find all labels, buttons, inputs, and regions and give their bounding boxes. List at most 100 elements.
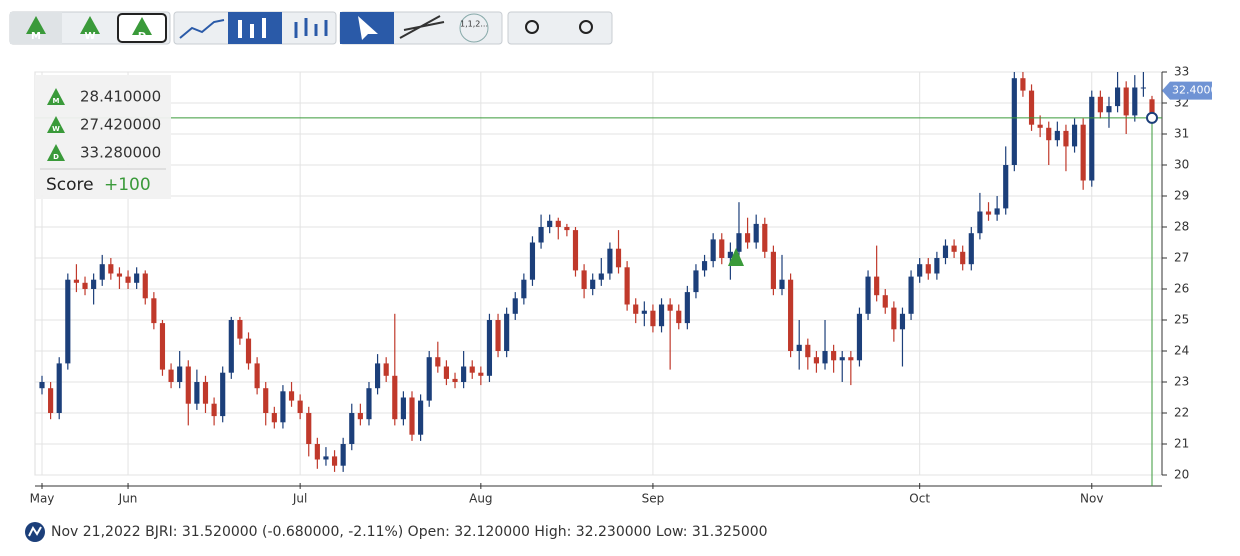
candle-body: [185, 366, 191, 404]
candle-body: [1149, 99, 1155, 118]
candle-body: [1003, 165, 1009, 209]
candle-body: [168, 369, 174, 382]
candle-body: [684, 292, 690, 324]
candle-body: [719, 239, 725, 258]
candle-body: [1106, 106, 1112, 113]
candle-body: [856, 313, 863, 361]
candle-body: [91, 279, 97, 289]
candle-body: [452, 378, 458, 382]
signal-marker: [47, 116, 65, 133]
icon: [238, 18, 266, 38]
x-tick-label: Oct: [909, 492, 930, 506]
candle-body: [572, 230, 579, 271]
y-tick-label: 21: [1174, 437, 1189, 451]
price-tag-label: 32.4000: [1172, 84, 1218, 97]
candle-body: [1071, 124, 1078, 147]
candle-body: [1115, 87, 1121, 107]
candle-body: [461, 366, 467, 382]
candle-body: [340, 444, 346, 466]
candle-body: [151, 298, 157, 324]
candle-body: [65, 279, 71, 364]
btn-bar[interactable]: [228, 12, 282, 44]
x-tick-label: Aug: [469, 492, 492, 506]
candle-body: [211, 403, 217, 417]
candle-body: [443, 366, 449, 379]
candle-body: [977, 211, 983, 234]
btn-trend[interactable]: [399, 15, 445, 39]
candle-body: [624, 267, 630, 305]
btn-zoom-out[interactable]: [579, 20, 593, 34]
signal-icon-label: M: [53, 97, 60, 105]
candle-body: [650, 310, 656, 327]
candle-body: [951, 245, 957, 252]
btn-fib[interactable]: [459, 13, 489, 43]
btn-line[interactable]: [179, 19, 225, 39]
candle-body: [228, 320, 234, 373]
candle-body: [942, 245, 949, 258]
candle-body: [598, 273, 604, 280]
candle-body: [237, 320, 243, 339]
candle-body: [48, 388, 54, 413]
btn-label: M: [31, 31, 41, 42]
x-tick-label: Nov: [1080, 492, 1103, 506]
candle-body: [521, 279, 527, 299]
candle-body: [994, 208, 1000, 215]
x-tick-label: May: [30, 492, 55, 506]
candle-body: [934, 258, 940, 274]
footer-quote: Nov 21,2022 BJRI: 31.520000 (-0.680000, …: [51, 524, 768, 540]
candle-body: [1037, 124, 1043, 128]
candle-body: [73, 279, 79, 283]
icon: [132, 17, 152, 35]
candle-body: [529, 242, 536, 280]
candle-body: [822, 351, 828, 364]
y-tick-label: 24: [1174, 344, 1189, 358]
candle-body: [547, 220, 553, 227]
candle-body: [805, 344, 811, 358]
candle-body: [1140, 87, 1146, 89]
candle-body: [727, 251, 733, 258]
candle-body: [607, 248, 613, 274]
candle-body: [495, 320, 501, 351]
y-tick-label: 25: [1174, 313, 1189, 327]
candle-body: [349, 413, 355, 444]
candle-body: [1028, 90, 1035, 125]
candle-body: [1054, 130, 1060, 141]
btn-candle[interactable]: [294, 18, 328, 38]
candle-body: [762, 223, 768, 252]
candle-body: [848, 357, 854, 361]
candle-body: [960, 251, 966, 265]
fib-label: 1,1,2...: [460, 20, 488, 29]
candle-body: [813, 357, 819, 364]
signal-marker: [47, 144, 65, 161]
candle-body: [426, 357, 432, 401]
candle-body: [899, 313, 906, 330]
y-tick-label: 23: [1174, 375, 1189, 389]
candle-body: [1132, 87, 1138, 116]
candle-body: [658, 304, 665, 327]
candle-body: [633, 304, 639, 314]
candle-body: [194, 382, 200, 404]
candle-body: [736, 233, 742, 252]
candle-body: [753, 223, 759, 243]
icon[interactable]: [80, 16, 100, 34]
toolbar: M W D 1,1,2...: [9, 11, 613, 45]
candle-body: [366, 388, 372, 420]
candle-body: [874, 276, 880, 296]
candle-body: [486, 320, 493, 376]
candle-body: [710, 239, 716, 262]
candle-body: [504, 313, 510, 351]
candle-body: [159, 323, 166, 370]
candle-body: [469, 366, 475, 373]
crosshair-dot: [1146, 111, 1158, 124]
candle-body: [839, 357, 845, 361]
signal-value: 27.420000: [80, 116, 161, 134]
candle-body: [306, 413, 312, 444]
signal-marker: [47, 88, 65, 105]
candle-body: [865, 276, 871, 314]
btn-zoom-in[interactable]: [525, 20, 539, 34]
score-value: +100: [104, 175, 151, 195]
score-label: Score: [46, 175, 94, 195]
signal-icon-label: W: [52, 125, 60, 133]
y-tick-label: 22: [1174, 406, 1189, 420]
candle-body: [418, 400, 424, 435]
